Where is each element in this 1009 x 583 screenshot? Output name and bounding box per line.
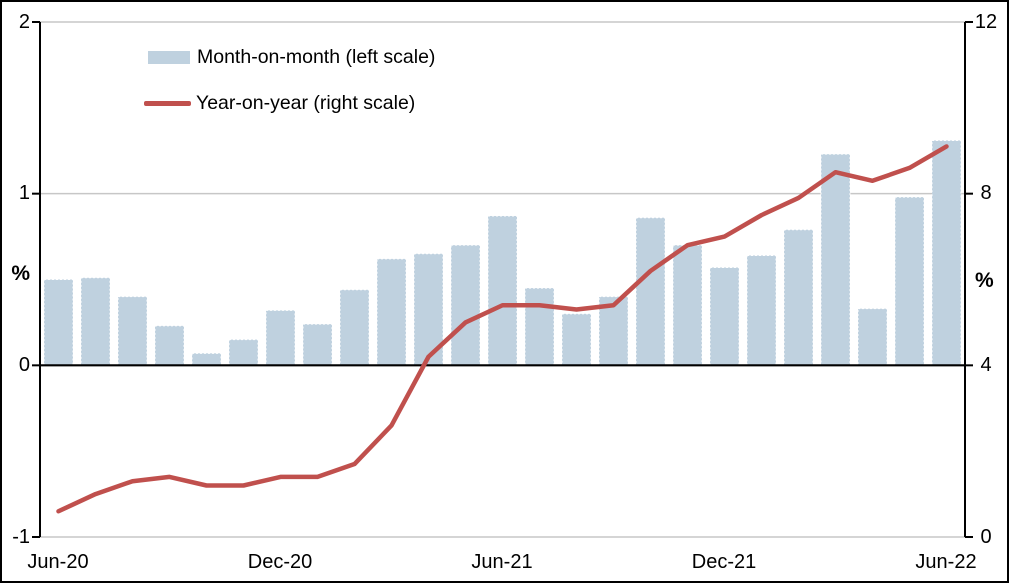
mom-bar-Nov-21: [672, 244, 703, 366]
mom-bar-Aug-21: [561, 313, 592, 366]
right-axis-tick-label: 4: [980, 354, 992, 376]
right-axis-unit-label: %: [975, 269, 994, 292]
mom-bar-Oct-21: [635, 217, 666, 366]
mom-bar-Feb-21: [339, 289, 370, 366]
mom-bar-Jul-20: [80, 277, 111, 366]
right-axis-tick-label: 8: [980, 182, 992, 204]
mom-bar-Mar-22: [820, 153, 851, 366]
mom-bar-Mar-21: [376, 258, 407, 366]
mom-bar-Sep-20: [154, 325, 185, 366]
legend-label: Month-on-month (left scale): [197, 46, 436, 68]
mom-bar-Jan-21: [302, 323, 333, 366]
mom-bar-Jun-20: [43, 279, 74, 366]
mom-bar-Jun-21: [487, 215, 518, 366]
mom-bar-May-21: [450, 244, 481, 366]
mom-bar-Dec-20: [265, 309, 296, 366]
left-axis-tick-label: 0: [18, 354, 30, 376]
right-axis-tick-label: 0: [980, 526, 992, 548]
left-axis-tick-label: 2: [18, 11, 30, 33]
legend-label: Year-on-year (right scale): [196, 92, 416, 114]
mom-bar-Jun-22: [931, 139, 962, 366]
legend-item-year-on-year: Year-on-year (right scale): [144, 90, 415, 117]
right-axis-tick-label: 12: [974, 11, 998, 33]
left-axis-tick-label: 1: [18, 182, 30, 204]
mom-bar-Nov-20: [228, 339, 259, 366]
legend-item-month-on-month: Month-on-month (left scale): [148, 44, 435, 71]
mom-bar-Feb-22: [783, 229, 814, 366]
x-axis-tick-label: Jun-21: [471, 551, 533, 573]
yoy-line: [56, 144, 949, 514]
mom-bar-Apr-22: [857, 308, 888, 366]
mom-bar-Jul-21: [524, 287, 555, 366]
left-axis-tick-label: -1: [12, 526, 30, 548]
x-axis-tick-label: Jun-22: [915, 551, 977, 573]
line-swatch-icon: [144, 101, 191, 106]
bar-swatch-icon: [148, 51, 190, 64]
x-axis-tick-label: Dec-21: [691, 551, 757, 573]
mom-bar-Dec-21: [709, 266, 740, 366]
mom-bar-Aug-20: [117, 296, 148, 366]
left-axis-unit-label: %: [11, 262, 30, 285]
x-axis-tick-label: Jun-20: [27, 551, 89, 573]
mom-bar-May-22: [894, 196, 925, 366]
x-axis-tick-label: Dec-20: [247, 551, 313, 573]
mom-bar-Oct-20: [191, 352, 222, 366]
mom-bar-Jan-22: [746, 254, 777, 366]
